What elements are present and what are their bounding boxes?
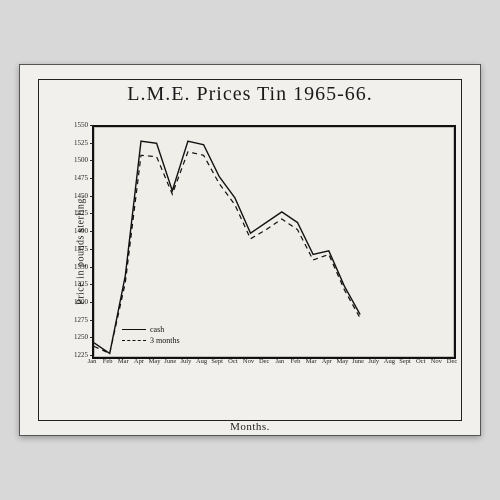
- chart-svg: [94, 127, 454, 357]
- y-tick: 1550: [64, 121, 88, 129]
- y-tick: 1475: [64, 174, 88, 182]
- x-tick: Nov: [431, 358, 442, 365]
- x-tick: Dec: [259, 358, 269, 365]
- x-tick: July: [180, 358, 191, 365]
- x-tick: Oct: [228, 358, 237, 365]
- y-tick: 1375: [64, 245, 88, 253]
- y-tick: 1500: [64, 156, 88, 164]
- x-tick: Apr: [134, 358, 144, 365]
- x-axis-label: Months.: [20, 421, 480, 433]
- y-tick: 1300: [64, 298, 88, 306]
- y-tick: 1450: [64, 192, 88, 200]
- legend-label: 3 months: [150, 336, 180, 345]
- y-tick: 1400: [64, 227, 88, 235]
- x-tick: May: [149, 358, 161, 365]
- x-tick: Sept: [211, 358, 223, 365]
- legend-item: cash: [122, 325, 180, 334]
- legend-item: 3 months: [122, 336, 180, 345]
- plot-area: cash 3 months: [92, 125, 456, 359]
- y-tick: 1350: [64, 263, 88, 271]
- legend-label: cash: [150, 325, 164, 334]
- legend: cash 3 months: [122, 325, 180, 347]
- x-tick: July: [368, 358, 379, 365]
- x-tick: Jan: [88, 358, 97, 365]
- x-tick: Jan: [275, 358, 284, 365]
- x-tick: Mar: [306, 358, 317, 365]
- y-tick: 1225: [64, 351, 88, 359]
- x-tick: Feb: [103, 358, 113, 365]
- legend-line-icon: [122, 329, 146, 330]
- x-tick: Aug: [384, 358, 395, 365]
- y-tick: 1425: [64, 209, 88, 217]
- x-tick: Dec: [447, 358, 457, 365]
- y-tick: 1325: [64, 280, 88, 288]
- y-tick: 1275: [64, 316, 88, 324]
- x-tick: Sept: [399, 358, 411, 365]
- legend-line-icon: [122, 340, 146, 341]
- x-tick: Oct: [416, 358, 425, 365]
- x-tick: Apr: [322, 358, 332, 365]
- chart-title: L.M.E. Prices Tin 1965-66.: [20, 83, 480, 106]
- x-tick: Aug: [196, 358, 207, 365]
- series-cash: [94, 141, 360, 353]
- chart-photo: L.M.E. Prices Tin 1965-66. Price in poun…: [19, 64, 481, 436]
- y-tick: 1250: [64, 333, 88, 341]
- x-tick: Mar: [118, 358, 129, 365]
- x-tick: June: [164, 358, 176, 365]
- y-tick: 1525: [64, 139, 88, 147]
- x-tick: Feb: [291, 358, 301, 365]
- x-tick: Nov: [243, 358, 254, 365]
- x-tick: June: [352, 358, 364, 365]
- x-tick: May: [336, 358, 348, 365]
